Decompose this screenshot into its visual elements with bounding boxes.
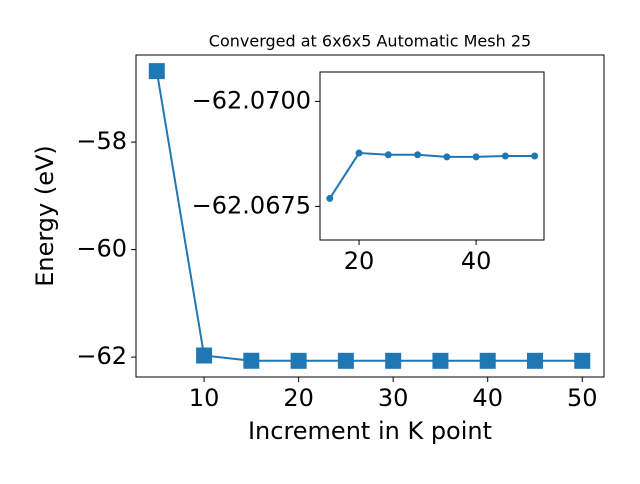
y-tick-label: −62.0700: [192, 86, 311, 114]
y-tick-label: −58: [76, 127, 127, 155]
marker: [385, 352, 402, 369]
marker: [414, 151, 422, 159]
line: [155, 70, 583, 362]
x-tick-label: 10: [189, 384, 220, 412]
marker: [384, 151, 392, 159]
marker: [326, 194, 334, 202]
marker: [472, 153, 480, 161]
y-axis-label: Energy (eV): [31, 145, 59, 287]
x-tick-label: 30: [378, 384, 409, 412]
marker: [479, 352, 496, 369]
x-tick-label: 50: [567, 384, 598, 412]
marker: [196, 347, 213, 364]
marker: [501, 152, 509, 160]
x-tick-label: 40: [461, 247, 492, 275]
chart-title: Converged at 6x6x5 Automatic Mesh 25: [209, 32, 531, 51]
marker: [337, 352, 354, 369]
line: [328, 152, 535, 199]
marker: [531, 152, 539, 160]
marker: [443, 153, 451, 161]
x-tick-label: 40: [472, 384, 503, 412]
marker: [355, 149, 363, 157]
x-tick-label: 20: [283, 384, 314, 412]
marker: [432, 352, 449, 369]
y-tick-label: −62: [76, 342, 127, 370]
marker: [574, 352, 591, 369]
marker: [243, 352, 260, 369]
x-tick-label: 20: [344, 247, 375, 275]
y-tick-label: −60: [76, 235, 127, 263]
marker: [290, 352, 307, 369]
x-axis-label: Increment in K point: [248, 417, 492, 445]
marker: [526, 352, 543, 369]
marker: [148, 63, 165, 80]
y-tick-label: −62.0675: [192, 191, 311, 219]
